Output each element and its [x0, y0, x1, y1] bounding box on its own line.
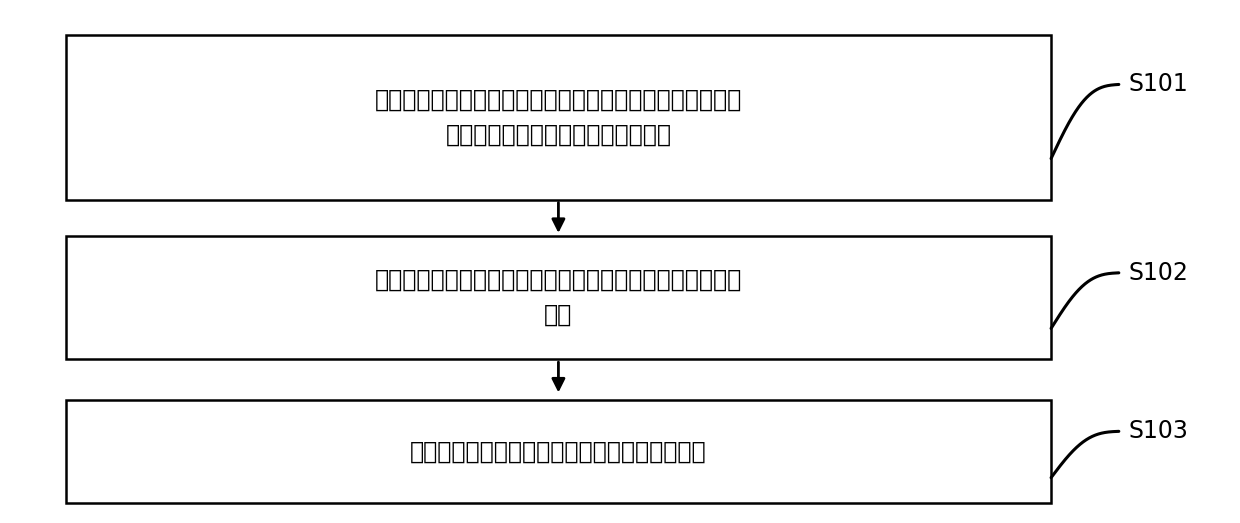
- Text: 对多模态生物数据中各生物数据对应的特征数据进行特征比
对，生成多模态生物数据的分数向量: 对多模态生物数据中各生物数据对应的特征数据进行特征比 对，生成多模态生物数据的分…: [374, 88, 742, 147]
- Text: 根据决策値识别多模态生物数据对应的身份信息: 根据决策値识别多模态生物数据对应的身份信息: [410, 440, 707, 464]
- FancyBboxPatch shape: [66, 401, 1052, 504]
- FancyBboxPatch shape: [66, 35, 1052, 200]
- Text: 对分数向量进行分段线性分类处理，生成分数向量对应的决
策値: 对分数向量进行分段线性分类处理，生成分数向量对应的决 策値: [374, 268, 742, 327]
- Text: S103: S103: [1128, 419, 1189, 444]
- FancyBboxPatch shape: [66, 236, 1052, 359]
- Text: S101: S101: [1128, 73, 1188, 96]
- Text: S102: S102: [1128, 261, 1189, 285]
